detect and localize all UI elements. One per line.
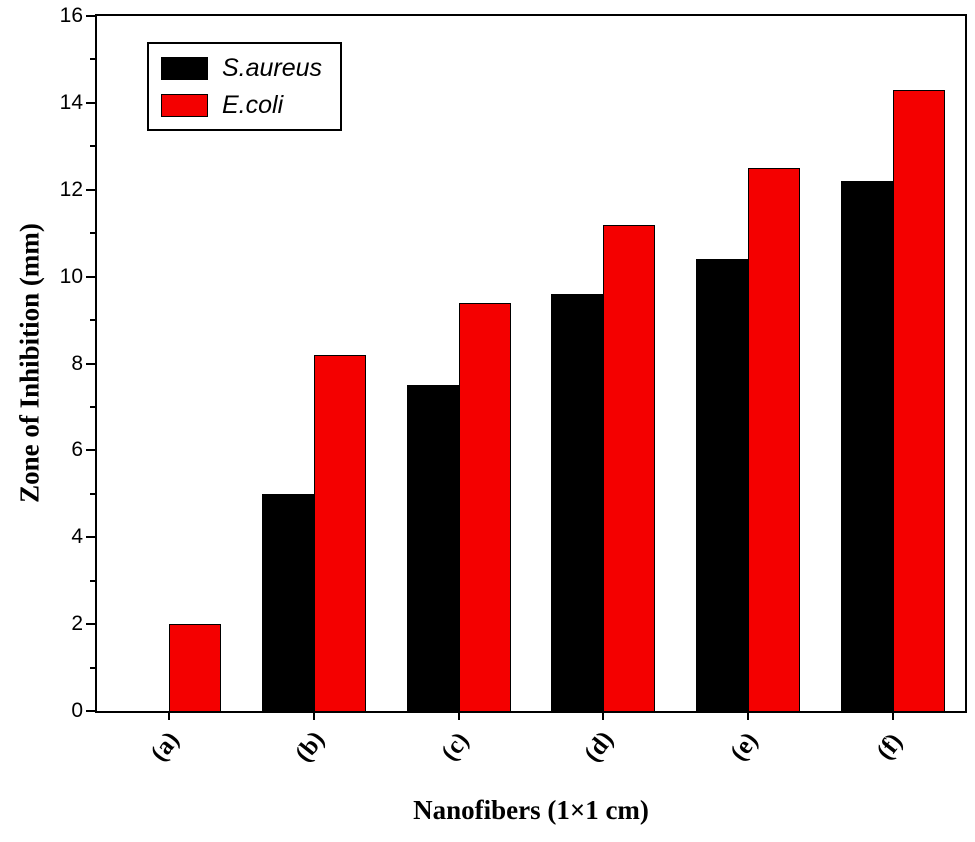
bar-group-c [386, 16, 531, 711]
y-tick-major-4 [86, 536, 95, 539]
y-tick-major-12 [86, 188, 95, 191]
y-tick-label-2: 2 [71, 612, 83, 636]
bar-ecoli-e [747, 168, 801, 711]
legend-item-saureus: S.aureus [161, 54, 322, 82]
y-tick-minor-13 [90, 145, 95, 148]
y-tick-minor-3 [90, 579, 95, 582]
y-tick-major-14 [86, 101, 95, 104]
x-tick-d [602, 711, 605, 720]
x-axis-label: Nanofibers (1×1 cm) [413, 795, 649, 825]
legend-swatch-ecoli [161, 93, 208, 117]
y-tick-minor-5 [90, 492, 95, 495]
y-tick-label-14: 14 [59, 90, 83, 114]
y-tick-label-4: 4 [71, 525, 83, 549]
legend-label-ecoli: E.coli [222, 91, 284, 119]
x-tick-c [457, 711, 460, 720]
y-tick-label-8: 8 [71, 351, 83, 375]
bar-saureus-c [406, 385, 459, 711]
x-tick-label-b: (b) [289, 726, 330, 768]
x-tick-label-e: (e) [725, 727, 764, 766]
plot-area: S.aureus E.coli (a) (b) (c) (d) (e) (f) 0 2 4 6 8 1… [60, 4, 967, 767]
y-tick-label-10: 10 [59, 264, 83, 288]
x-tick-label-a: (a) [145, 726, 186, 767]
x-tick-label-f: (f) [870, 728, 908, 765]
bar-saureus-d [551, 294, 604, 711]
y-tick-minor-11 [90, 232, 95, 235]
bar-saureus-f [840, 181, 893, 711]
legend-label-saureus: S.aureus [222, 54, 323, 82]
y-tick-major-0 [86, 710, 95, 712]
bar-group-b [242, 16, 387, 711]
y-tick-label-6: 6 [71, 438, 83, 462]
y-tick-minor-1 [90, 666, 95, 669]
bar-saureus-e [695, 259, 748, 711]
bar-ecoli-f [892, 89, 945, 711]
y-tick-minor-7 [90, 405, 95, 408]
y-tick-major-6 [86, 449, 95, 452]
bar-ecoli-d [603, 224, 656, 711]
x-tick-a [168, 711, 171, 720]
bar-ecoli-c [458, 302, 511, 711]
y-tick-minor-9 [90, 319, 95, 322]
y-tick-major-2 [86, 623, 95, 626]
y-tick-minor-15 [90, 58, 95, 61]
bar-group-d [531, 16, 676, 711]
y-tick-major-16 [86, 15, 95, 17]
x-tick-label-d: (d) [579, 726, 620, 768]
y-axis-label: Zone of Inhibition (mm) [14, 223, 45, 503]
legend-swatch-saureus [161, 56, 208, 80]
y-tick-major-10 [86, 275, 95, 278]
bar-saureus-b [261, 493, 314, 711]
y-tick-major-8 [86, 362, 95, 365]
bar-ecoli-b [313, 354, 367, 711]
x-tick-e [747, 711, 749, 720]
x-tick-b [313, 711, 315, 720]
x-tick-f [891, 711, 894, 720]
bar-group-a [97, 16, 242, 711]
bar-ecoli-a [169, 624, 222, 711]
legend-item-ecoli: E.coli [161, 91, 322, 119]
x-tick-label-c: (c) [435, 727, 475, 766]
bar-group-f [820, 16, 965, 711]
y-tick-label-0: 0 [71, 699, 83, 722]
legend: S.aureus E.coli [147, 42, 343, 131]
y-tick-label-16: 16 [59, 4, 83, 27]
y-tick-label-12: 12 [59, 177, 83, 201]
bar-group-e [676, 16, 821, 711]
